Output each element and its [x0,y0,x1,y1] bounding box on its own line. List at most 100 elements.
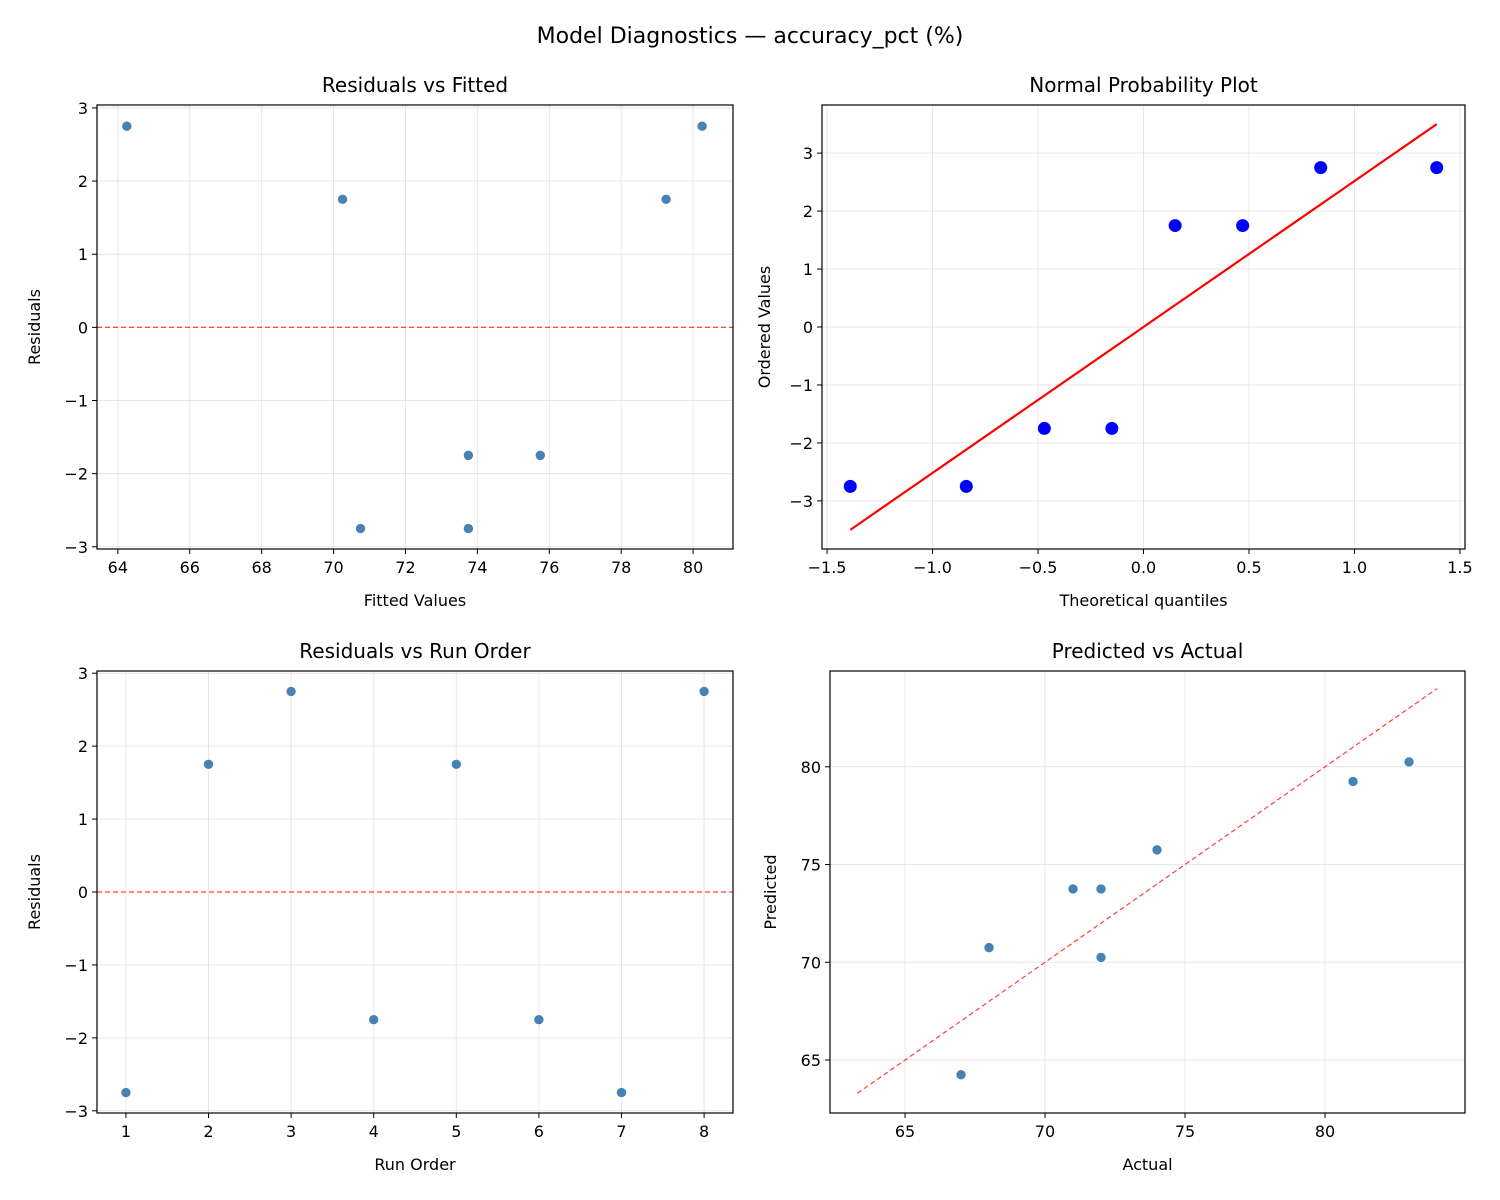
y-tick-label: 80 [801,758,821,777]
y-tick-label: 70 [801,953,821,972]
x-tick-label: 7 [616,1122,626,1141]
y-tick-label: −1 [64,956,88,975]
y-tick-label: −2 [64,1029,88,1048]
y-tick-label: 0 [78,318,88,337]
data-point [1095,883,1107,895]
x-tick-label: 78 [611,558,631,577]
data-point [843,479,857,493]
x-tick-label: 68 [251,558,271,577]
data-point [696,120,708,132]
subplot-title: Residuals vs Run Order [299,639,531,663]
subplot-2: −1.5 −1.0 −0.5 0.0 0.5 1.0 1.5 −3 −2 −1 0 1 2 3 Normal… [755,73,1473,610]
data-point [1236,219,1250,233]
data-point [463,523,474,534]
x-axis-label: Theoretical quantiles [1058,591,1227,610]
data-point [120,1087,132,1098]
data-point [534,450,546,461]
data-point [1314,161,1328,175]
y-axis-label: Residuals [25,854,44,930]
subplot-1: 64 66 68 70 72 74 76 78 80 −3 −2 −1 0 1 2 3 Residuals vs… [25,73,734,610]
y-tick-label: −1 [64,392,88,411]
x-tick-label: 8 [699,1122,709,1141]
axes-frame [829,670,1466,1114]
data-point [337,194,348,205]
x-tick-label: 80 [1315,1122,1335,1141]
data-point [368,1014,380,1025]
fit-reference-line [849,123,1438,531]
x-tick-label: 66 [180,558,200,577]
y-axis-label: Residuals [25,289,44,365]
x-axis-label: Run Order [374,1155,456,1174]
x-tick-label: 0.5 [1236,558,1261,577]
x-tick-label: 2 [203,1122,213,1141]
data-point [355,523,366,534]
data-point [955,1069,967,1080]
data-point [533,1014,545,1025]
y-axis-label: Ordered Values [755,266,774,388]
data-point [983,942,995,953]
x-tick-label: 1.5 [1447,558,1472,577]
axes-frame [821,104,1466,550]
y-tick-label: 3 [78,664,88,683]
x-tick-label: −1.0 [913,558,952,577]
y-axis-label: Predicted [761,854,780,929]
x-tick-label: 1 [121,1122,131,1141]
data-point [1430,161,1444,175]
y-tick-label: −2 [64,465,88,484]
subplot-4: 65 70 75 80 65 70 75 80 Predicted vs Actual Actua… [761,639,1466,1174]
data-point [698,686,710,697]
y-tick-label: 65 [801,1051,821,1070]
y-tick-label: 1 [803,260,813,279]
subplot-title: Residuals vs Fitted [322,73,508,97]
data-point [1105,421,1119,435]
x-tick-label: 80 [683,558,703,577]
x-tick-label: −0.5 [1019,558,1058,577]
data-point [1151,844,1163,856]
y-tick-label: 2 [78,737,88,756]
data-point [616,1087,627,1098]
x-tick-label: 3 [286,1122,296,1141]
data-point [1168,219,1182,233]
subplot-title: Predicted vs Actual [1052,639,1244,663]
x-axis-label: Fitted Values [364,591,466,610]
data-point [463,450,474,461]
y-tick-label: −1 [789,376,813,395]
data-point [1067,883,1079,895]
data-point [959,479,973,493]
y-tick-label: 3 [78,99,88,118]
y-tick-label: 75 [801,856,821,875]
x-tick-label: 70 [323,558,343,577]
data-point [285,686,297,697]
y-tick-label: 1 [78,245,88,264]
data-point [1095,952,1107,963]
x-tick-label: 76 [539,558,559,577]
x-tick-label: 1.0 [1342,558,1367,577]
x-tick-label: 70 [1035,1122,1055,1141]
x-tick-label: 0.0 [1131,558,1156,577]
x-tick-label: 5 [451,1122,461,1141]
y-tick-label: −3 [789,492,813,511]
y-tick-label: 0 [78,883,88,902]
subplot-title: Normal Probability Plot [1029,73,1258,97]
data-point [1347,776,1359,787]
x-axis-label: Actual [1122,1155,1172,1174]
y-tick-label: −3 [64,538,88,557]
x-tick-label: 6 [534,1122,544,1141]
y-tick-label: 3 [803,144,813,163]
axes-frame [96,104,734,550]
x-tick-label: 64 [108,558,128,577]
data-point [1037,421,1051,435]
x-tick-label: 72 [395,558,415,577]
y-tick-label: −2 [789,434,813,453]
identity-reference-line [857,688,1438,1094]
data-point [660,194,672,205]
data-point [121,120,133,132]
axes-frame [96,670,734,1114]
y-tick-label: 2 [803,202,813,221]
x-tick-label: 4 [369,1122,379,1141]
x-tick-label: 74 [467,558,487,577]
data-point [203,759,214,770]
y-tick-label: 2 [78,172,88,191]
x-tick-label: 65 [895,1122,915,1141]
